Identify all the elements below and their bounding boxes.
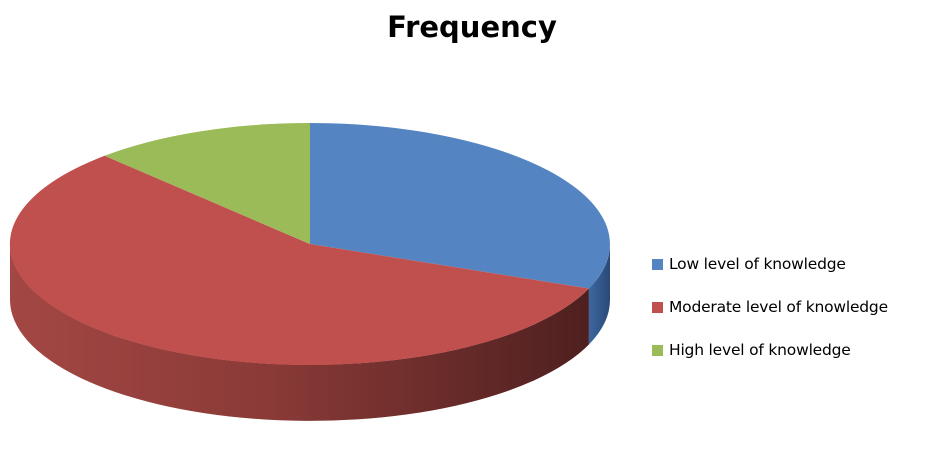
legend-swatch <box>652 258 663 270</box>
legend-item-low-level-of-knowledge: Low level of knowledge <box>652 254 944 274</box>
chart-title: Frequency <box>387 10 557 44</box>
legend-swatch <box>652 301 663 313</box>
legend: Low level of knowledge Moderate level of … <box>652 254 944 383</box>
legend-label: Low level of knowledge <box>669 255 846 273</box>
legend-item-high-level-of-knowledge: High level of knowledge <box>652 340 944 360</box>
pie-slice-side-low-level-of-knowledge <box>588 244 610 345</box>
legend-swatch <box>652 344 663 356</box>
legend-item-moderate-level-of-knowledge: Moderate level of knowledge <box>652 297 944 317</box>
pie-slice-low-level-of-knowledge <box>310 123 610 289</box>
legend-label: Moderate level of knowledge <box>669 298 888 316</box>
pie-slice-side-moderate-level-of-knowledge <box>10 244 589 421</box>
legend-label: High level of knowledge <box>669 341 851 359</box>
pie-slice-moderate-level-of-knowledge <box>9 155 589 366</box>
pie-slice-high-level-of-knowledge <box>104 122 310 244</box>
